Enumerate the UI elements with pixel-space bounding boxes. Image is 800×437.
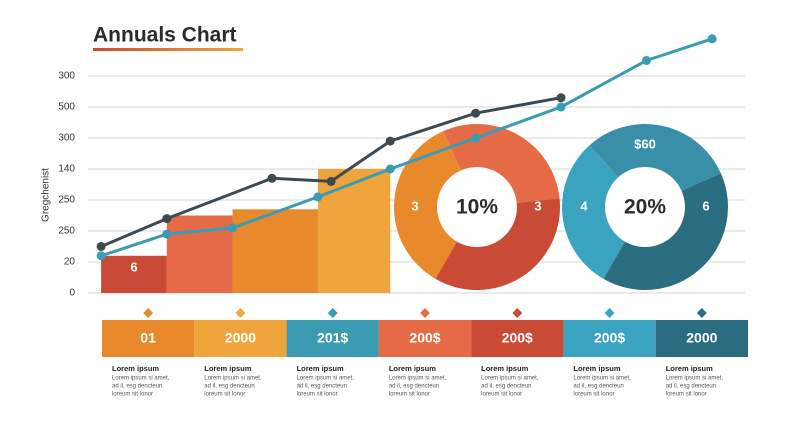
y-tick-label: 0 [69,288,75,299]
y-tick-label: 140 [58,164,75,175]
line-point [313,192,323,202]
donut-label: 4 [580,198,588,213]
timeline-diamond [420,308,430,318]
donut-segment [589,124,721,207]
timeline-label: 201$ [317,330,348,346]
caption-title: Lorem ipsum [297,364,344,373]
caption-title: Lorem ipsum [666,364,713,373]
timeline-diamond [235,308,246,318]
timeline-diamond [327,308,338,318]
timeline-box [563,320,656,357]
caption-line: Lorem ipsum si amet, [112,376,170,382]
donut-segment [562,145,645,279]
chart-title: Annuals Chart [93,24,237,47]
line-point [162,214,172,224]
y-axis-label: Gregchenist [41,168,52,222]
caption-line: Lorem ipsum si amet, [389,376,447,382]
caption-line: Lorem ipsum si amet, [297,376,355,382]
donut-label: 3 [534,198,541,213]
caption-line: Lorem ipsum si amet, [204,376,262,382]
y-tick-label: 20 [64,257,76,268]
caption-title: Lorem ipsum [481,364,528,373]
donut-center-label: 10% [456,196,498,219]
y-tick-label: 250 [58,195,75,206]
caption-line: loreum sit lonor [573,392,614,398]
donut-segment [435,198,560,290]
caption-line: loreum sit lonor [481,392,522,398]
timeline-label: 200$ [409,330,440,346]
y-tick-label: 300 [58,133,75,144]
caption-title: Lorem ipsum [204,364,251,373]
line-point [471,108,481,118]
caption-line: ad il, esg dencteun [112,384,162,390]
title-underline [93,48,243,51]
caption-line: ad il, esg dencteun [389,384,439,390]
donut-label: 6 [702,198,709,213]
caption-line: loreum sit lonor [112,392,153,398]
donut-label: $60 [634,136,656,151]
timeline-label: 200$ [594,330,625,346]
donut-hole [605,167,685,247]
timeline-label: 01 [140,330,156,346]
line-point [385,164,395,174]
timeline-diamond [604,308,615,318]
donut-segment [393,131,477,279]
caption-line: Lorem ipsum si amet, [573,376,631,382]
timeline-diamond [512,308,523,318]
timeline-box [194,320,287,357]
line-point [385,136,395,146]
caption-line: ad il, esg dencteun [666,384,716,390]
y-tick-label: 250 [58,226,75,237]
caption-line: loreum sit lonor [666,392,707,398]
bar-annotation: 6 [130,259,137,274]
line-point [267,173,277,183]
line-point [96,242,106,251]
caption-line: ad il, esg dencteun [481,384,531,390]
timeline-box [471,320,564,357]
line-point [471,133,481,143]
caption-line: ad il, esg dencteun [204,384,254,390]
area-bar [166,215,233,293]
caption-line: loreum sit lonor [204,392,245,398]
area-bar [101,255,167,293]
line-point [326,176,336,186]
y-tick-label: 500 [58,102,75,113]
timeline-box [655,320,748,357]
timeline-box [378,320,472,357]
line-point [641,56,651,65]
caption-line: ad il, esg dencteun [297,384,347,390]
line-point [96,251,106,261]
line-point [707,34,717,44]
timeline-label: 2000 [225,330,256,346]
timeline-label: 2000 [686,330,717,346]
caption-line: loreum sit lonor [297,392,338,398]
caption-line: Lorem ipsum si amet, [666,376,724,382]
timeline-diamond [696,308,707,318]
caption-line: Lorem ipsum si amet, [481,376,539,382]
donut-center-label: 20% [624,196,666,219]
y-tick-label: 300 [58,71,75,82]
donut-hole [437,167,517,247]
line-point [162,229,172,239]
line-point [556,102,566,112]
timeline-box [102,320,195,357]
donut-label: 3 [411,198,418,213]
area-bar [317,169,391,293]
caption-line: ad il, esg dencteun [573,384,623,390]
timeline-box [286,320,379,357]
caption-line: loreum sit lonor [389,392,430,398]
timeline-diamond [143,308,154,318]
caption-title: Lorem ipsum [112,364,159,373]
line-point [228,223,238,233]
timeline-label: 200$ [502,330,533,346]
caption-title: Lorem ipsum [389,364,436,373]
caption-title: Lorem ipsum [573,364,620,373]
line-point [556,93,566,103]
